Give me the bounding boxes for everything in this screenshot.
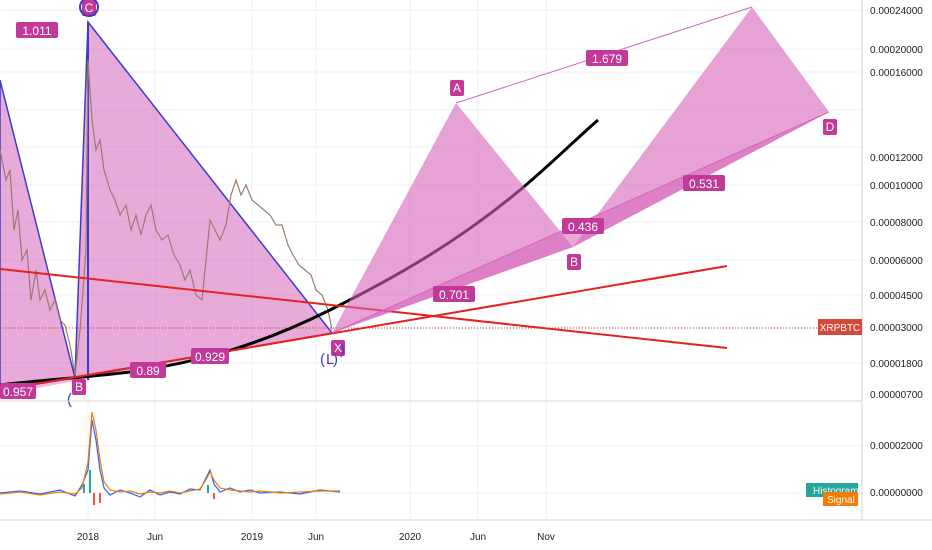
ratio-label-7: 0.701 xyxy=(433,286,475,302)
point-B-right: B xyxy=(567,254,581,270)
svg-text:0.00001800: 0.00001800 xyxy=(870,359,923,370)
ratio-label-3: 0.89 xyxy=(130,362,166,378)
svg-text:(: ( xyxy=(320,351,325,368)
harmonic-pattern-projection xyxy=(331,6,830,334)
svg-text:0.00002000: 0.00002000 xyxy=(870,441,923,452)
point-D: D xyxy=(823,119,837,135)
svg-text:0.00024000: 0.00024000 xyxy=(870,6,923,17)
svg-text:2018: 2018 xyxy=(77,532,100,543)
ratio-label-8: 0.531 xyxy=(683,175,725,191)
point-C: C xyxy=(79,0,99,17)
svg-text:1.679: 1.679 xyxy=(592,52,622,66)
svg-text:A: A xyxy=(453,81,461,95)
ratio-label-2: 0.957 xyxy=(0,383,36,399)
svg-text:X: X xyxy=(334,341,342,355)
svg-text:): ) xyxy=(333,351,338,368)
svg-text:0.00003000: 0.00003000 xyxy=(870,323,923,334)
svg-text:0.00012000: 0.00012000 xyxy=(870,153,923,164)
svg-text:0.00008000: 0.00008000 xyxy=(870,218,923,229)
svg-text:2020: 2020 xyxy=(399,532,422,543)
svg-text:0.89: 0.89 xyxy=(136,364,160,378)
signal-tag: Signal xyxy=(823,492,858,506)
svg-text:Nov: Nov xyxy=(537,532,555,543)
bracket-marks: ( ) ( L ) xyxy=(67,341,345,408)
svg-text:L: L xyxy=(326,351,334,368)
svg-text:0.701: 0.701 xyxy=(439,288,469,302)
svg-text:0.00000000: 0.00000000 xyxy=(870,488,923,499)
price-axis[interactable]: 0.00024000 0.00020000 0.00016000 0.00012… xyxy=(861,0,932,520)
price-line xyxy=(0,59,333,376)
svg-text:0.00010000: 0.00010000 xyxy=(870,181,923,192)
svg-text:0.531: 0.531 xyxy=(689,177,719,191)
ratio-label-4: 0.929 xyxy=(191,348,229,364)
svg-text:D: D xyxy=(826,120,835,134)
svg-text:XRPBTC: XRPBTC xyxy=(820,323,861,334)
svg-text:Jun: Jun xyxy=(308,532,324,543)
ratio-label-5: 1.679 xyxy=(586,50,628,66)
point-B-left: B xyxy=(72,379,86,395)
svg-text:B: B xyxy=(75,380,83,394)
svg-text:0.00020000: 0.00020000 xyxy=(870,45,923,56)
svg-text:Signal: Signal xyxy=(827,495,855,506)
svg-text:1.011: 1.011 xyxy=(22,24,51,38)
harmonic-pattern-history xyxy=(0,19,334,395)
svg-text:0.00006000: 0.00006000 xyxy=(870,256,923,267)
svg-text:C: C xyxy=(85,1,94,15)
time-axis[interactable]: 2018 Jun 2019 Jun 2020 Jun Nov xyxy=(0,519,932,543)
point-A: A xyxy=(450,80,464,96)
indicator-pane xyxy=(0,411,862,505)
point-X: X xyxy=(331,340,345,356)
svg-text:2019: 2019 xyxy=(241,532,264,543)
svg-text:0.00016000: 0.00016000 xyxy=(870,68,923,79)
svg-text:): ) xyxy=(340,341,345,358)
svg-text:0.957: 0.957 xyxy=(3,385,33,399)
svg-text:0.00004500: 0.00004500 xyxy=(870,291,923,302)
svg-text:B: B xyxy=(570,255,578,269)
svg-text:0.436: 0.436 xyxy=(568,220,598,234)
symbol-price-tag: XRPBTC xyxy=(818,319,862,335)
svg-text:0.00000700: 0.00000700 xyxy=(870,390,923,401)
svg-text:Jun: Jun xyxy=(470,532,486,543)
svg-text:0.929: 0.929 xyxy=(195,350,225,364)
fitted-curve xyxy=(0,118,599,387)
svg-text:(: ( xyxy=(67,391,72,408)
svg-text:Histogram: Histogram xyxy=(813,486,859,497)
ratio-label-6: 0.436 xyxy=(562,218,604,234)
svg-text:Jun: Jun xyxy=(147,532,163,543)
ratio-label-1: 1.011 xyxy=(16,22,58,38)
